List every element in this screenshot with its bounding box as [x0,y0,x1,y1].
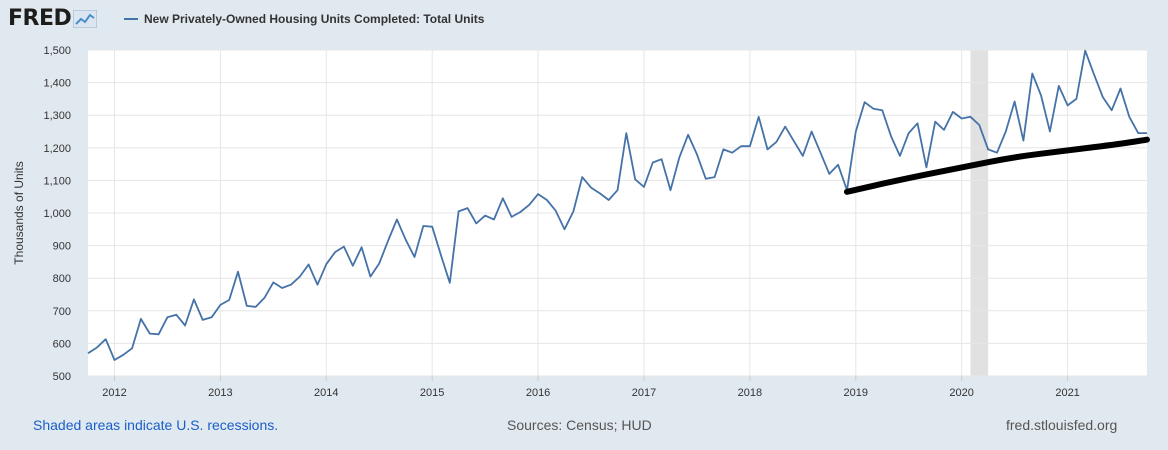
site-link[interactable]: fred.stlouisfed.org [1006,417,1118,433]
fred-logo[interactable]: FRED [8,6,98,31]
series-line-housing-completions [87,49,1147,361]
y-tick-label: 1,500 [43,45,71,57]
fred-logo-text: FRED [8,6,72,31]
chart-legend: New Privately-Owned Housing Units Comple… [124,12,484,26]
chart-line-icon [73,9,98,28]
x-tick-label: 2021 [1055,387,1079,399]
y-tick-label: 800 [53,273,71,285]
x-axis-ticks: 2012 2013 2014 2015 2016 2017 2018 2019 2020 2021 [102,376,1080,399]
y-tick-label: 1,300 [43,110,71,122]
x-tick-label: 2018 [738,387,762,399]
x-tick-label: 2016 [526,387,550,399]
x-tick-label: 2020 [949,387,973,399]
x-tick-label: 2014 [314,387,338,399]
y-tick-label: 500 [53,371,71,383]
y-tick-label: 600 [53,338,71,350]
y-tick-label: 900 [53,241,71,253]
y-axis-ticks: 500 600 700 800 900 1,000 1,100 1,200 1,300 1,400… [43,45,71,383]
y-tick-label: 1,100 [43,175,71,187]
recessions-note-link[interactable]: Shaded areas indicate U.S. recessions. [33,417,279,433]
x-tick-label: 2019 [844,387,868,399]
y-tick-label: 1,000 [43,208,71,220]
x-tick-label: 2013 [208,387,232,399]
line-chart: 500 600 700 800 900 1,000 1,100 1,200 1,300 1,400… [12,45,1150,399]
trend-line-handdrawn [843,136,1150,195]
gridlines [88,49,1147,377]
legend-swatch [124,18,138,20]
x-tick-label: 2015 [420,387,444,399]
y-axis-label: Thousands of Units [12,161,26,264]
series-layer [87,49,1150,361]
sources-text: Sources: Census; HUD [507,417,652,433]
x-tick-label: 2017 [632,387,656,399]
y-tick-label: 1,400 [43,78,71,90]
y-tick-label: 700 [53,306,71,318]
legend-series-name: New Privately-Owned Housing Units Comple… [144,12,485,26]
x-tick-label: 2012 [102,387,126,399]
y-tick-label: 1,200 [43,143,71,155]
